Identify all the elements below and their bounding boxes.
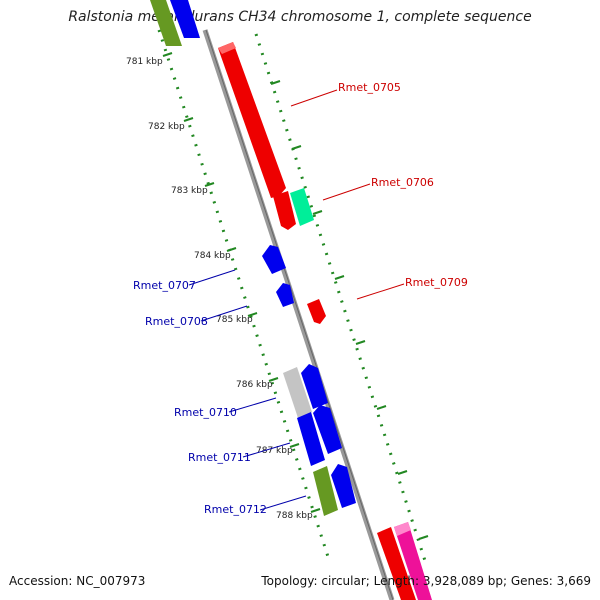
callout-line xyxy=(259,495,307,511)
pseudo-feature xyxy=(283,367,312,418)
gene-rmet-0711 xyxy=(297,412,325,466)
tick-label: 782 kbp xyxy=(148,122,185,132)
tick-label: 787 kbp xyxy=(256,446,293,456)
tick-mark xyxy=(204,182,215,187)
tick-mark xyxy=(162,52,173,57)
gene-label[interactable]: Rmet_0712 xyxy=(204,503,267,516)
callout-line xyxy=(322,183,371,201)
tick-mark xyxy=(312,210,323,215)
reverse-cds-feature xyxy=(150,0,182,46)
callout-line xyxy=(242,442,291,458)
tick-label: 783 kbp xyxy=(171,186,208,196)
gene-rmet-0706 xyxy=(290,188,314,226)
gene-label[interactable]: Rmet_0705 xyxy=(338,81,401,94)
forward-cds-feature xyxy=(273,191,296,230)
reverse-cds-feature xyxy=(170,0,200,38)
gene-rmet-0709 xyxy=(307,299,326,324)
tick-mark xyxy=(183,117,194,122)
gene-rmet-0708 xyxy=(276,283,294,307)
gene-rmet-0710 xyxy=(301,364,328,409)
forward-cds-feature xyxy=(377,527,416,600)
misc-feature xyxy=(394,522,432,600)
tick-mark xyxy=(226,247,237,252)
callout-line xyxy=(228,397,277,413)
gene-rmet-0705 xyxy=(218,42,286,198)
reverse-cds-feature xyxy=(313,405,342,454)
callout-line xyxy=(200,305,248,322)
tick-mark xyxy=(310,508,321,513)
tick-mark xyxy=(247,312,258,317)
tick-mark xyxy=(334,275,345,280)
tick-label: 786 kbp xyxy=(236,380,273,390)
gene-rmet-0712 xyxy=(313,466,338,516)
gene-label[interactable]: Rmet_0711 xyxy=(188,451,251,464)
tick-mark xyxy=(355,340,366,345)
tick-mark xyxy=(418,535,429,540)
tick-label: 781 kbp xyxy=(126,57,163,67)
reverse-cds-feature xyxy=(331,464,356,508)
accession-text: Accession: NC_007973 xyxy=(9,574,146,588)
tick-label: 784 kbp xyxy=(194,251,231,261)
tick-mark xyxy=(397,470,408,475)
tick-label: 785 kbp xyxy=(216,315,253,325)
gene-label[interactable]: Rmet_0708 xyxy=(145,315,208,328)
callout-line xyxy=(290,89,338,107)
tick-mark xyxy=(289,443,300,448)
gene-label[interactable]: Rmet_0709 xyxy=(405,276,468,289)
chromosome-backbone xyxy=(202,29,395,600)
tick-label: 788 kbp xyxy=(276,511,313,521)
tick-mark xyxy=(291,145,302,150)
genome-summary-text: Topology: circular; Length: 3,928,089 bp… xyxy=(261,574,591,588)
tick-mark xyxy=(376,405,387,410)
tick-mark xyxy=(268,377,279,382)
tick-mark xyxy=(270,80,281,85)
callout-line xyxy=(188,269,236,286)
gene-label[interactable]: Rmet_0710 xyxy=(174,406,237,419)
callout-line xyxy=(356,283,405,300)
gene-label[interactable]: Rmet_0706 xyxy=(371,176,434,189)
tick-scale: 781 kbp 782 kbp 783 kbp 784 kbp 785 kbp … xyxy=(126,52,429,540)
gene-rmet-0707 xyxy=(262,245,286,274)
gene-label[interactable]: Rmet_0707 xyxy=(133,279,196,292)
